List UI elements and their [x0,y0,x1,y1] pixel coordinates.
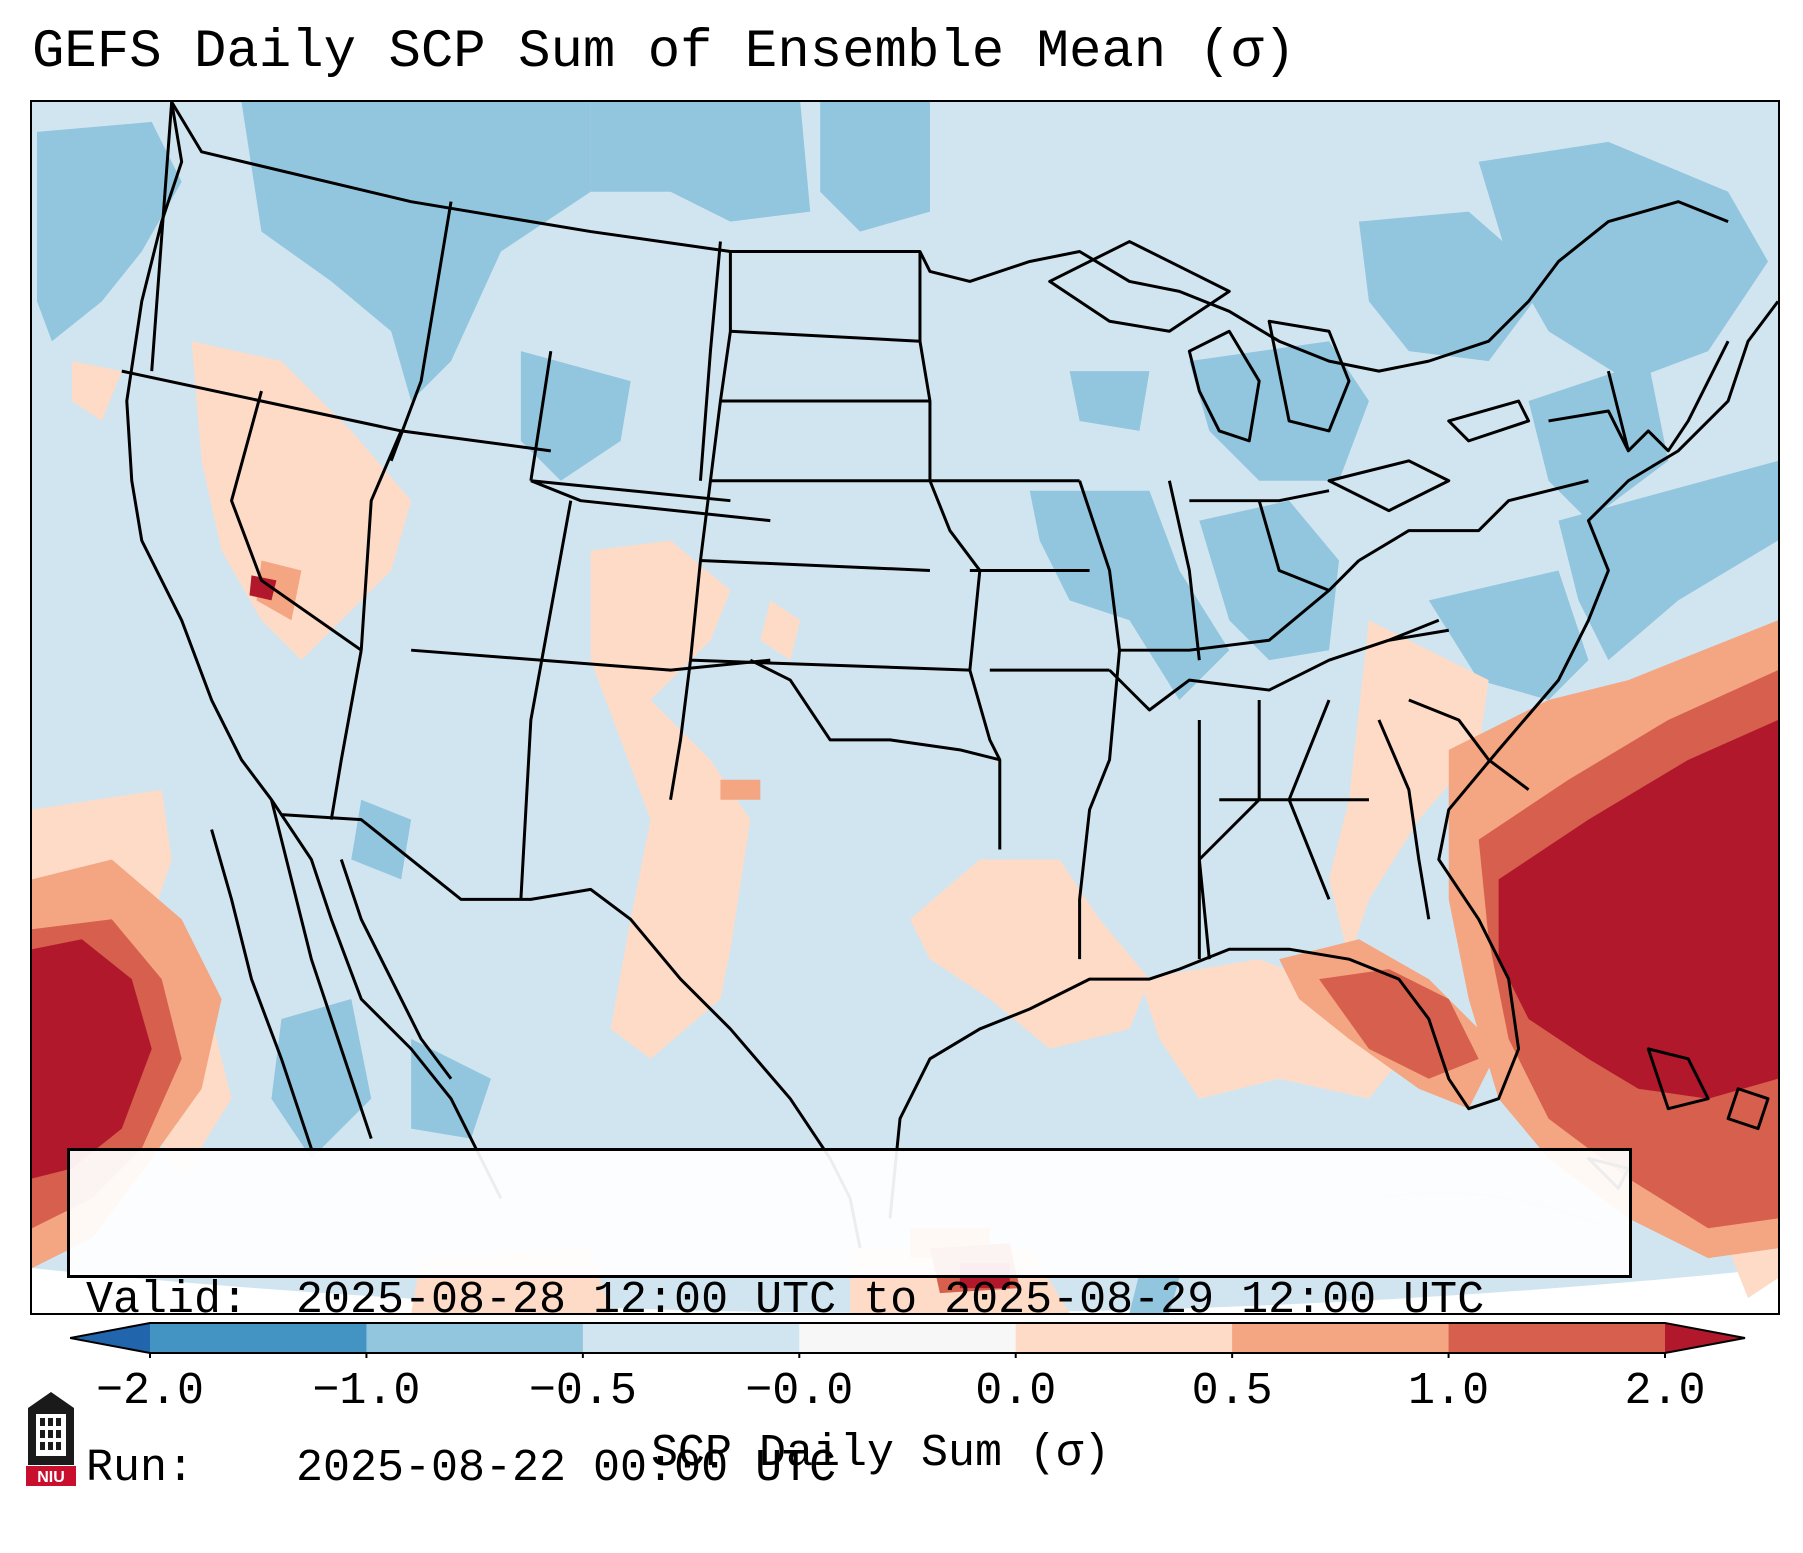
niu-logo-text: NIU [37,1469,65,1486]
state-lines-central [669,251,1110,850]
colorbar-segment [799,1323,1017,1353]
valid-run-info-box: Valid: 2025-08-28 12:00 UTC to 2025-08-29… [67,1148,1632,1494]
colorbar-tick-label: −2.0 [95,1366,205,1417]
run-label: Run: [86,1443,195,1494]
scp-map [32,102,1778,1313]
gulf-california-coast [339,859,453,1080]
gulf-coast [888,300,1778,1219]
colorbar-tick-label: −0.0 [745,1366,854,1417]
colorbar-under-arrow [70,1323,150,1353]
valid-value: 2025-08-28 12:00 UTC to 2025-08-29 12:00… [296,1275,1485,1326]
state-lines-west [121,102,771,900]
colorbar-segment [1015,1323,1233,1353]
great-lakes [1048,240,1531,513]
colorbar-segment [150,1323,367,1353]
colorbar-tick-label: 0.0 [975,1366,1057,1417]
colorbar-tick-label: 2.0 [1624,1366,1706,1417]
valid-row: Valid: 2025-08-28 12:00 UTC to 2025-08-29… [86,1273,1629,1329]
colorbar-tick-label: −1.0 [312,1366,421,1417]
canada-us-border [170,102,1729,373]
colorbar [70,1322,1746,1358]
positive-max-patches [32,575,1778,1289]
niu-tower-icon: NIU [26,1392,76,1486]
west-coast [125,102,503,1200]
colorbar-segment [1232,1323,1450,1353]
colorbar-segment [1448,1323,1666,1353]
colorbar-tick-label: 0.5 [1191,1366,1273,1417]
run-value: 2025-08-22 00:00 UTC [296,1443,837,1494]
baja-coast [269,799,373,1140]
valid-label: Valid: [86,1275,249,1326]
baja-west [210,829,313,1150]
colorbar-segments [150,1323,1666,1353]
state-lines-east [1078,479,1589,960]
colorbar-label: SCP Daily Sum (σ) [651,1428,1111,1479]
new-england-lines [1548,340,1730,453]
colorbar-segment [366,1323,584,1353]
negative-anomaly-patches [36,102,1778,1313]
colorbar-tick-label: −0.5 [528,1366,637,1417]
colorbar-over-arrow [1665,1323,1745,1353]
colorbar-segment [582,1323,800,1353]
boundary-lines [121,102,1778,1249]
colorbar-tick-label: 1.0 [1408,1366,1490,1417]
run-row: Run: 2025-08-22 00:00 UTC [86,1441,1629,1497]
chart-title: GEFS Daily SCP Sum of Ensemble Mean (σ) [32,22,1296,83]
map-panel [30,100,1780,1315]
